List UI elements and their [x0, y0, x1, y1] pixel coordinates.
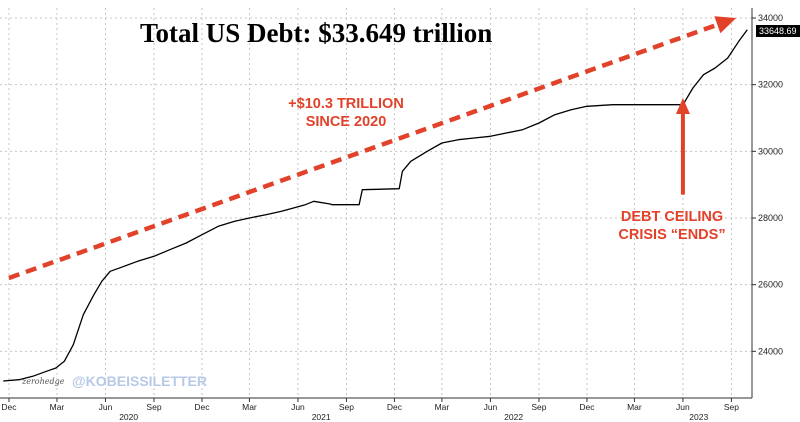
y-tick-label: 30000 [758, 146, 783, 156]
debt-line [3, 29, 748, 382]
x-year-label: 2022 [504, 412, 523, 422]
y-tick-label: 28000 [758, 213, 783, 223]
x-year-label: 2023 [689, 412, 708, 422]
last-value-badge-bg [756, 25, 800, 37]
x-tick-label: Jun [676, 402, 690, 412]
y-axis-ticks: 24000 26000 28000 30000 32000 34000 [752, 13, 783, 356]
y-tick-label: 32000 [758, 80, 783, 90]
x-tick-label: Dec [1, 402, 17, 412]
ceiling-annotation-line1: DEBT CEILING [621, 209, 723, 225]
gain-annotation-line1: +$10.3 TRILLION [288, 96, 404, 112]
chart-title: Total US Debt: $33.649 trillion [140, 18, 492, 48]
x-axis-ticks: Dec Mar Jun Sep Dec Mar Jun Sep Dec Mar Jun Sep Dec M… [1, 398, 739, 412]
y-tick-label: 26000 [758, 280, 783, 290]
x-tick-label: Mar [242, 402, 257, 412]
x-tick-label: Mar [50, 402, 65, 412]
x-tick-label: Jun [484, 402, 498, 412]
y-tick-label: 34000 [758, 13, 783, 23]
x-year-label: 2021 [312, 412, 331, 422]
kobeissi-watermark: @KOBEISSILETTER [72, 373, 207, 389]
x-tick-label: Dec [194, 402, 210, 412]
x-year-label: 2020 [119, 412, 138, 422]
last-value-label: 33648.69 [759, 26, 797, 36]
x-tick-label: Sep [531, 402, 546, 412]
debt-line-series [3, 29, 748, 382]
x-tick-label: Jun [291, 402, 305, 412]
x-tick-label: Mar [435, 402, 450, 412]
x-tick-label: Dec [579, 402, 595, 412]
ceiling-arrow [675, 98, 690, 195]
x-tick-label: Jun [99, 402, 113, 412]
plot-frame [0, 8, 753, 399]
ceiling-annotation-line2: CRISIS “ENDS” [618, 227, 725, 243]
ceiling-arrow-head [675, 98, 690, 114]
x-tick-label: Dec [387, 402, 403, 412]
last-value-badge: 33648.69 [756, 25, 800, 37]
zerohedge-watermark: zerohedge [21, 377, 65, 386]
y-tick-label: 24000 [758, 346, 783, 356]
grid [0, 8, 752, 398]
trend-arrow-head [714, 16, 737, 34]
x-tick-label: Sep [146, 402, 161, 412]
trend-arrow [8, 16, 737, 281]
x-tick-label: Mar [627, 402, 642, 412]
x-tick-label: Sep [339, 402, 354, 412]
x-axis-years: 2020 2021 2022 2023 [119, 412, 708, 422]
gain-annotation-line2: SINCE 2020 [306, 114, 387, 130]
x-tick-label: Sep [724, 402, 739, 412]
